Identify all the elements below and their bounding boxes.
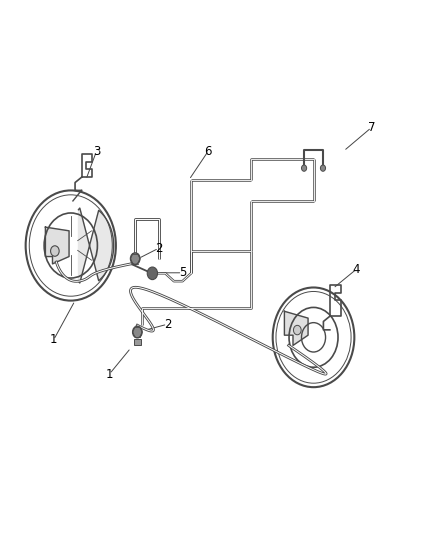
Polygon shape xyxy=(46,227,69,264)
Text: 2: 2 xyxy=(164,318,171,330)
Circle shape xyxy=(133,326,142,338)
Text: 1: 1 xyxy=(106,368,113,381)
Text: 6: 6 xyxy=(205,144,212,158)
FancyBboxPatch shape xyxy=(134,339,141,345)
Polygon shape xyxy=(284,311,308,345)
Text: 4: 4 xyxy=(353,263,360,276)
Circle shape xyxy=(131,253,140,264)
Polygon shape xyxy=(78,208,114,283)
Text: 2: 2 xyxy=(155,241,162,255)
Circle shape xyxy=(50,246,59,256)
Text: 5: 5 xyxy=(179,266,186,279)
Circle shape xyxy=(301,165,307,171)
Text: 1: 1 xyxy=(50,334,57,346)
Circle shape xyxy=(147,267,158,280)
Text: 3: 3 xyxy=(93,144,100,158)
Circle shape xyxy=(321,165,325,171)
Text: 7: 7 xyxy=(368,121,375,134)
Circle shape xyxy=(293,325,301,335)
